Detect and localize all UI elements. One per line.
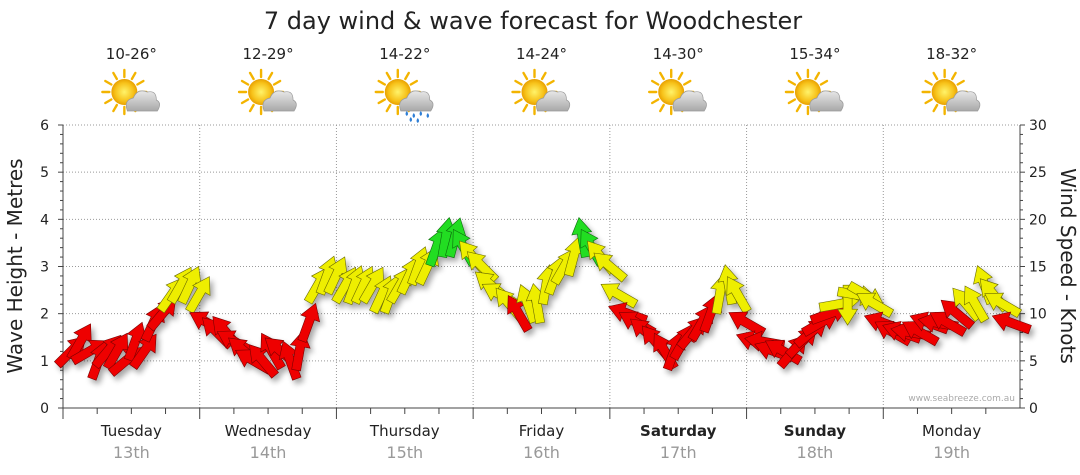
left-tick-label: 1 bbox=[40, 354, 49, 370]
wind-arrow bbox=[991, 311, 1032, 335]
right-tick-label: 10 bbox=[1029, 307, 1047, 323]
right-tick-label: 5 bbox=[1029, 354, 1038, 370]
day-date: 15th bbox=[386, 443, 423, 462]
right-tick-label: 30 bbox=[1029, 118, 1047, 134]
sun-cloud-icon bbox=[237, 68, 297, 116]
day-name: Monday bbox=[922, 422, 981, 440]
wind-arrow bbox=[728, 311, 767, 337]
left-tick-label: 6 bbox=[40, 118, 49, 134]
wind-arrow bbox=[600, 283, 639, 309]
left-tick-label: 2 bbox=[40, 307, 49, 323]
sun-cloud-icon bbox=[648, 68, 707, 116]
wind-arrow bbox=[984, 292, 1023, 319]
wind-arrows bbox=[53, 216, 1032, 381]
day-date: 14th bbox=[250, 443, 287, 462]
right-tick-label: 0 bbox=[1029, 401, 1038, 417]
left-tick-label: 5 bbox=[40, 165, 49, 181]
right-axis-title: Wind Speed - Knots bbox=[1056, 168, 1080, 364]
wind-arrow bbox=[837, 284, 859, 326]
day-temperature: 14-30° bbox=[653, 45, 704, 63]
left-tick-label: 3 bbox=[40, 260, 49, 276]
wind-arrow bbox=[726, 276, 752, 314]
wind-arrow bbox=[964, 285, 990, 324]
right-tick-label: 25 bbox=[1029, 165, 1047, 181]
left-tick-label: 4 bbox=[40, 212, 49, 228]
day-temperature: 12-29° bbox=[243, 45, 294, 63]
temperature-row: 10-26° 12-29° 14-22° 14-24° 14-30° 15-34° 18-3… bbox=[106, 45, 977, 63]
wind-arrow bbox=[856, 292, 895, 319]
weather-icon-row bbox=[101, 68, 981, 123]
day-date: 17th bbox=[660, 443, 697, 462]
day-name: Friday bbox=[519, 422, 565, 440]
sun-cloud-icon bbox=[921, 68, 981, 116]
sun-cloud-rain-icon bbox=[374, 68, 434, 123]
left-axis-title: Wave Height - Metres bbox=[3, 158, 27, 373]
day-name: Saturday bbox=[640, 422, 717, 440]
day-name: Thursday bbox=[369, 422, 440, 440]
right-tick-label: 15 bbox=[1029, 260, 1047, 276]
day-name: Tuesday bbox=[100, 422, 162, 440]
wind-arrow bbox=[129, 333, 157, 370]
day-date: 13th bbox=[113, 443, 150, 462]
day-date: 18th bbox=[797, 443, 834, 462]
day-name: Wednesday bbox=[225, 422, 312, 440]
day-temperature: 18-32° bbox=[926, 45, 977, 63]
sun-cloud-icon bbox=[511, 68, 571, 116]
sun-cloud-icon bbox=[784, 68, 844, 116]
watermark: www.seabreeze.com.au bbox=[908, 394, 1015, 404]
day-name: Sunday bbox=[784, 422, 847, 440]
left-tick-label: 0 bbox=[40, 401, 49, 417]
wind-arrow bbox=[593, 252, 628, 283]
wind-arrow bbox=[185, 276, 211, 314]
chart-title: 7 day wind & wave forecast for Woodchest… bbox=[264, 7, 802, 35]
wind-arrow bbox=[297, 302, 321, 343]
day-date: 19th bbox=[933, 443, 970, 462]
day-temperature: 14-24° bbox=[516, 45, 567, 63]
right-tick-label: 20 bbox=[1029, 212, 1047, 228]
day-temperature: 10-26° bbox=[106, 45, 157, 63]
axis-ticks: 0 1 2 3 4 5 6 0 5 10 15 20 25 30 bbox=[40, 118, 1047, 419]
wind-arrow bbox=[764, 339, 803, 366]
day-temperature: 15-34° bbox=[789, 45, 840, 63]
day-temperature: 14-22° bbox=[379, 45, 430, 63]
sun-cloud-icon bbox=[101, 68, 160, 116]
day-labels: Tuesday 13th Wednesday 14th Thursday 15th Frid… bbox=[100, 422, 982, 462]
day-date: 16th bbox=[523, 443, 560, 462]
